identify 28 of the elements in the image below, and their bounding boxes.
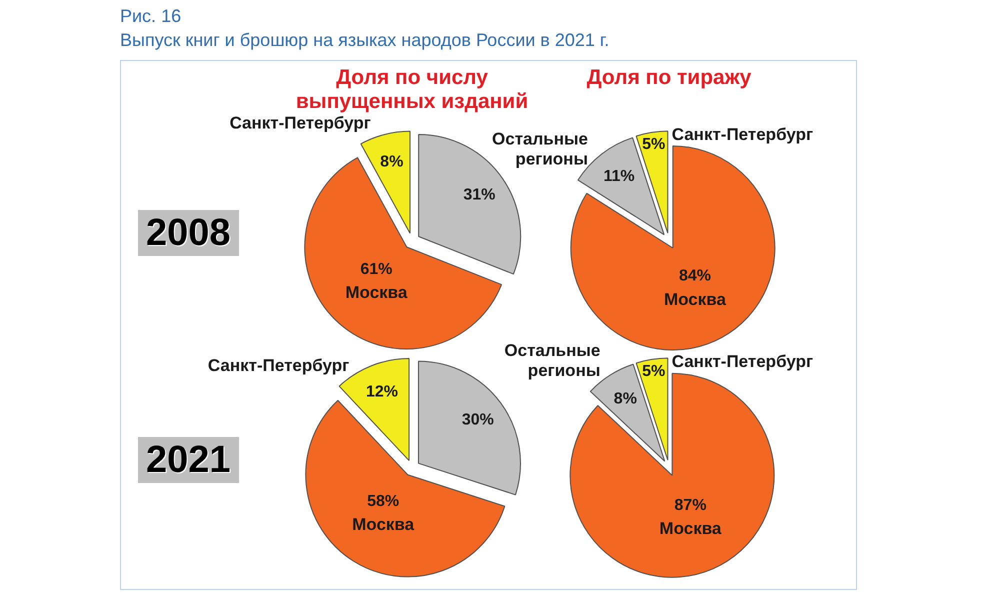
slice-label: Москва (345, 283, 408, 302)
chart-title: Доля по тиражу (586, 66, 752, 90)
slice-label: Остальные регионы (492, 130, 588, 169)
slice-label: Остальные регионы (504, 341, 600, 380)
data-label: 31% (463, 186, 496, 204)
data-label: 30% (462, 412, 494, 429)
data-label: 8% (380, 154, 404, 171)
slice-label: Санкт-Петербург (672, 352, 814, 371)
slice-label: Москва (664, 290, 726, 309)
chart-title: Доля по числу выпущенных изданий (294, 66, 530, 114)
slice-label: Москва (352, 515, 415, 534)
data-label: 5% (642, 136, 666, 153)
data-label: 61% (360, 260, 392, 278)
slice-label: Москва (659, 519, 722, 538)
text: Рис. 16 (120, 5, 182, 28)
data-label: 5% (642, 362, 666, 380)
text: Выпуск книг и брошюр на языках народов России в 2021 г. (120, 29, 610, 52)
slice-label: Санкт-Петербург (208, 356, 350, 375)
data-label: 84% (678, 268, 711, 285)
text: 2008 (138, 210, 239, 256)
slice-label: Санкт-Петербург (230, 114, 371, 133)
data-label: 12% (366, 384, 398, 401)
data-label: 11% (604, 168, 635, 186)
slice-label: Санкт-Петербург (672, 124, 814, 144)
data-label: 58% (367, 492, 400, 510)
text: 2021 (138, 437, 239, 483)
data-label: 87% (674, 496, 706, 514)
data-label: 8% (614, 390, 637, 408)
